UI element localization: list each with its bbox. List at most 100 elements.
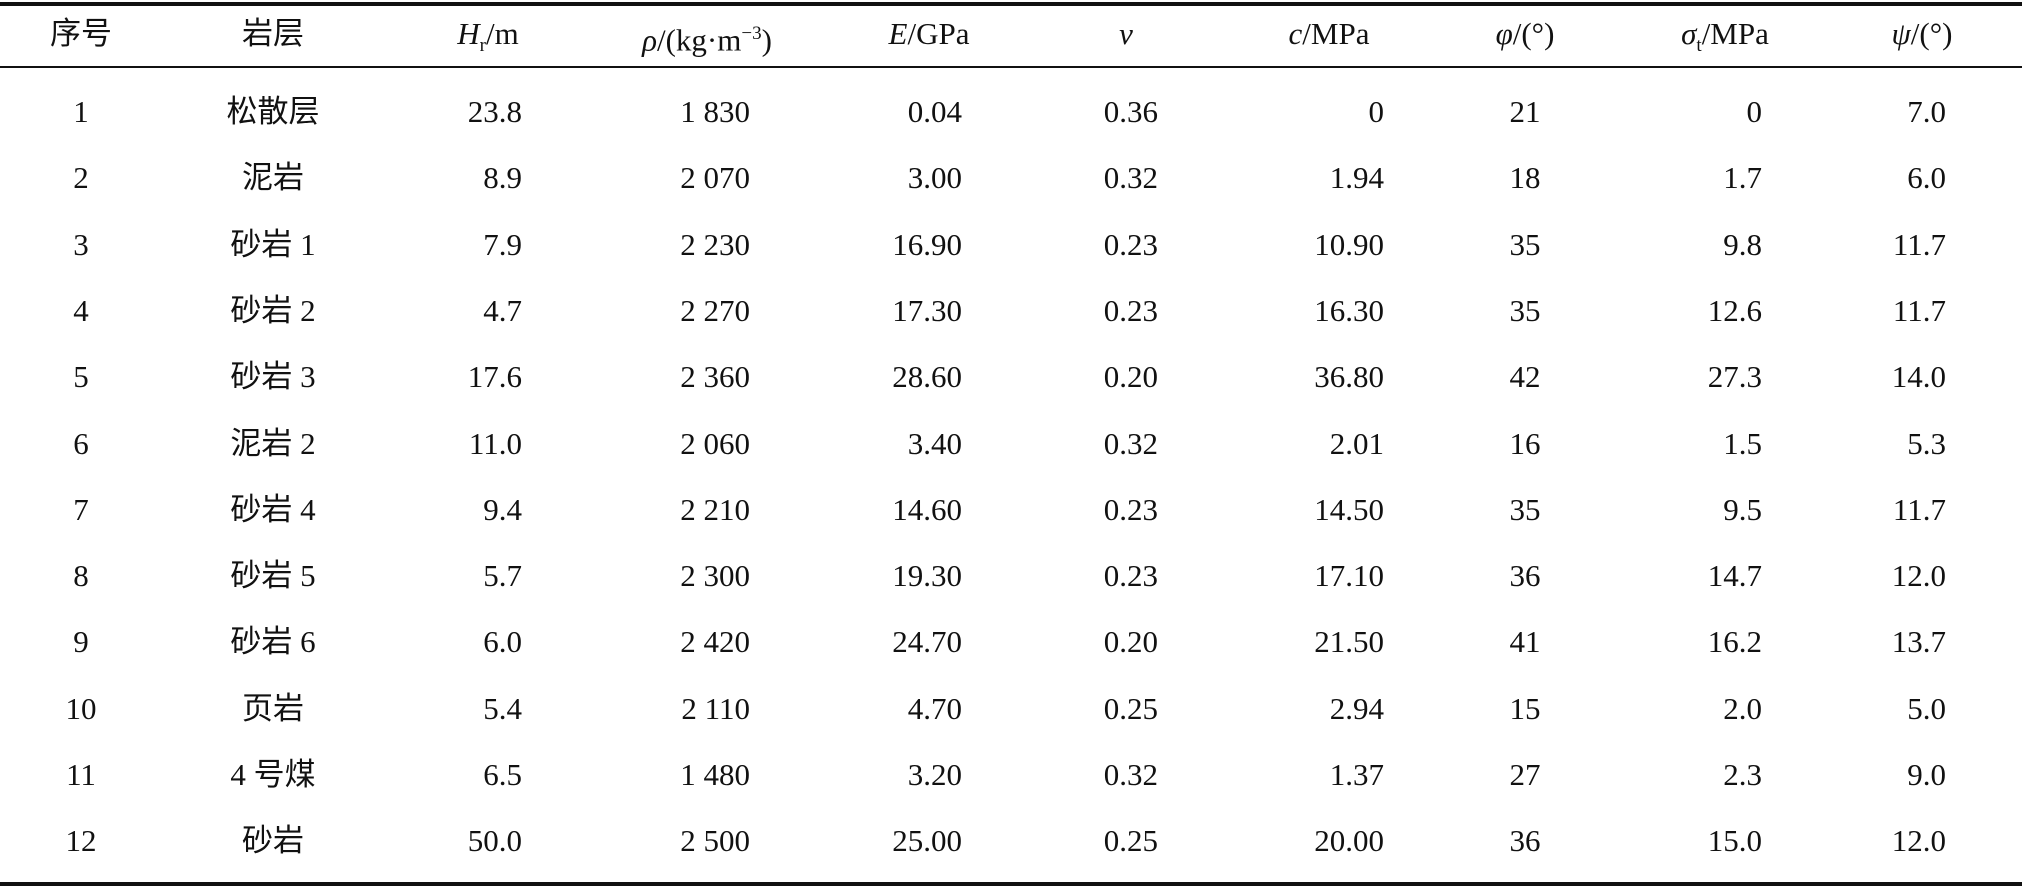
parameter-value: 1.7 [1723,160,1762,196]
parameter-value: 25.00 [892,823,962,859]
parameter-value: 2 500 [680,823,750,859]
parameter-value: 18 [1509,160,1541,196]
parameter-value: 5.7 [483,558,522,594]
row-number: 1 [73,94,89,129]
header-unit: /GPa [907,16,970,51]
column-header: Hr/m [288,14,688,57]
parameter-value: 9.0 [1907,757,1946,792]
rock-layer: 页岩 [242,690,304,726]
header-unit: /MPa [1701,16,1769,51]
parameter-value: 0.32 [1103,757,1158,792]
row-number: 5 [73,359,89,395]
column-header: ρ/(kg·m−3) [507,14,907,58]
parameter-value: 11.7 [1892,292,1946,328]
parameter-value: 0.36 [1103,94,1158,129]
parameter-value: 2 070 [680,160,750,196]
top-rule [0,2,2022,6]
column-header: ν [926,14,1326,54]
rock-layer: 砂岩 6 [230,624,316,660]
parameter-value: 27.3 [1707,359,1762,395]
parameter-value: 1.37 [1329,757,1384,792]
rock-layer: 砂岩 2 [230,292,316,328]
header-superscript: −3 [741,23,762,44]
header-subscript: t [1696,35,1702,57]
header-symbol: ρ [642,22,657,58]
parameter-value: 7.9 [483,226,522,262]
header-symbol: H [457,16,480,51]
header-symbol: ψ [1891,16,1911,51]
parameter-value: 1 480 [680,757,750,792]
header-unit: /MPa [1302,16,1370,51]
parameter-value: 0.04 [907,94,962,129]
parameter-value: 6.0 [483,624,522,660]
parameter-value: 21 [1509,94,1541,129]
parameter-value: 1 830 [680,94,750,129]
parameter-value: 9.4 [483,491,522,527]
parameter-value: 27 [1509,757,1541,792]
rock-layer: 砂岩 [242,823,304,859]
row-number: 7 [73,491,89,527]
parameter-value: 36 [1509,558,1541,594]
parameter-value: 2 360 [680,359,750,395]
row-number: 3 [73,226,89,262]
parameter-value: 0 [1746,94,1763,129]
header-subscript: r [479,35,486,57]
parameter-value: 13.7 [1891,624,1946,660]
header-unit: /(°) [1512,16,1555,51]
parameter-value: 2 230 [680,226,750,262]
parameter-value: 3.20 [907,757,962,792]
parameter-value: 0.25 [1103,823,1158,859]
parameter-value: 0 [1368,94,1385,129]
parameter-value: 16 [1509,425,1541,461]
parameter-value: 17.10 [1314,558,1384,594]
parameter-value: 8.9 [483,160,522,196]
row-number: 12 [65,823,97,859]
column-header: E/GPa [729,14,1129,54]
header-symbol: σ [1681,16,1697,51]
row-number: 6 [73,425,89,461]
parameter-value: 14.60 [892,491,962,527]
parameter-value: 10.90 [1314,226,1384,262]
parameter-value: 21.50 [1314,624,1384,660]
parameter-value: 2 110 [681,690,750,726]
rock-layer: 砂岩 1 [230,226,316,262]
parameter-value: 14.50 [1314,491,1384,527]
parameter-value: 0.25 [1103,690,1158,726]
parameter-value: 0.20 [1103,359,1158,395]
parameter-value: 14.0 [1891,359,1946,395]
column-header: c/MPa [1129,14,1529,54]
parameter-value: 2.0 [1723,690,1762,726]
parameter-value: 41 [1509,624,1541,660]
row-number: 2 [73,160,89,196]
parameter-value: 14.7 [1707,558,1762,594]
parameter-value: 12.6 [1707,292,1762,328]
column-header: 序号 [0,14,281,54]
parameter-value: 36.80 [1314,359,1384,395]
parameter-value: 1.94 [1329,160,1384,196]
row-number: 11 [66,757,96,792]
parameter-value: 12.0 [1891,558,1946,594]
parameter-value: 3.40 [907,425,962,461]
parameter-value: 15.0 [1707,823,1762,859]
header-unit: ) [761,22,772,58]
column-header: σt/MPa [1525,14,1925,57]
parameter-value: 17.6 [467,359,522,395]
column-header: ψ/(°) [1722,14,2022,54]
row-number: 9 [73,624,89,660]
parameter-value: 24.70 [892,624,962,660]
parameter-value: 35 [1509,491,1541,527]
header-rule [0,66,2022,68]
rock-layer: 砂岩 5 [230,558,316,594]
column-header: 岩层 [73,14,473,54]
parameter-value: 0.32 [1103,425,1158,461]
header-label: 序号 [50,16,112,51]
parameter-value: 35 [1509,226,1541,262]
row-number: 4 [73,292,89,328]
parameter-value: 2 210 [680,491,750,527]
parameter-value: 16.2 [1707,624,1762,660]
header-label: 岩层 [242,16,304,51]
header-symbol: φ [1495,16,1513,51]
parameter-value: 42 [1509,359,1541,395]
parameter-value: 12.0 [1891,823,1946,859]
